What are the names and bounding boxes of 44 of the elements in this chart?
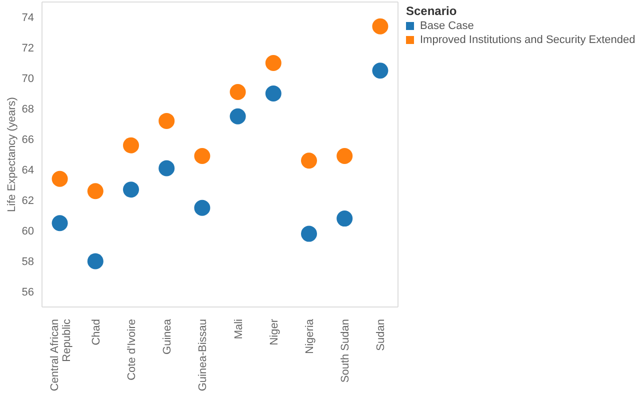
x-tick-label: Central African Republic: [48, 318, 73, 392]
x-tick-label: Chad: [90, 319, 102, 346]
point: [123, 137, 139, 154]
legend-title: Scenario: [406, 4, 458, 18]
x-tick-label: Guinea: [162, 318, 174, 354]
point: [87, 253, 104, 270]
point: [52, 170, 68, 187]
legend-label: Improved Institutions and Security Extended: [420, 34, 636, 46]
y-tick-label: 68: [22, 104, 34, 116]
point: [265, 55, 282, 71]
y-tick-label: 56: [22, 286, 34, 299]
point: [194, 148, 210, 164]
y-tick-label: 66: [22, 134, 34, 146]
point: [87, 183, 104, 200]
y-tick-label: 58: [22, 256, 34, 268]
point: [52, 215, 68, 232]
x-tick-label: Niger: [268, 318, 280, 346]
point: [265, 86, 282, 102]
point: [123, 182, 139, 198]
point: [336, 148, 353, 164]
y-tick-label: 72: [22, 42, 34, 55]
point: [230, 84, 246, 100]
x-tick-label: Nigeria: [304, 318, 316, 354]
y-tick-label: 60: [22, 226, 34, 238]
y-tick-label: 70: [22, 73, 34, 86]
point: [301, 152, 317, 169]
point: [372, 62, 388, 79]
point: [336, 210, 353, 227]
legend-label: Base Case: [420, 20, 474, 32]
y-axis-title: Life Expectancy (years): [6, 97, 18, 212]
x-tick-label: Guinea-Bissau: [197, 319, 210, 392]
y-tick-label: 62: [22, 195, 34, 208]
y-tick-label: 74: [22, 12, 34, 24]
point: [158, 160, 175, 176]
point: [158, 112, 175, 129]
y-tick-label: 64: [22, 164, 34, 177]
x-tick-label: Mali: [232, 319, 245, 340]
x-tick-label: Cote d'Ivoire: [126, 319, 138, 380]
x-tick-label: Sudan: [375, 319, 388, 351]
x-tick-label: South Sudan: [340, 319, 352, 383]
point: [372, 18, 388, 34]
point: [301, 226, 317, 242]
point: [194, 200, 210, 216]
point: [230, 108, 246, 124]
